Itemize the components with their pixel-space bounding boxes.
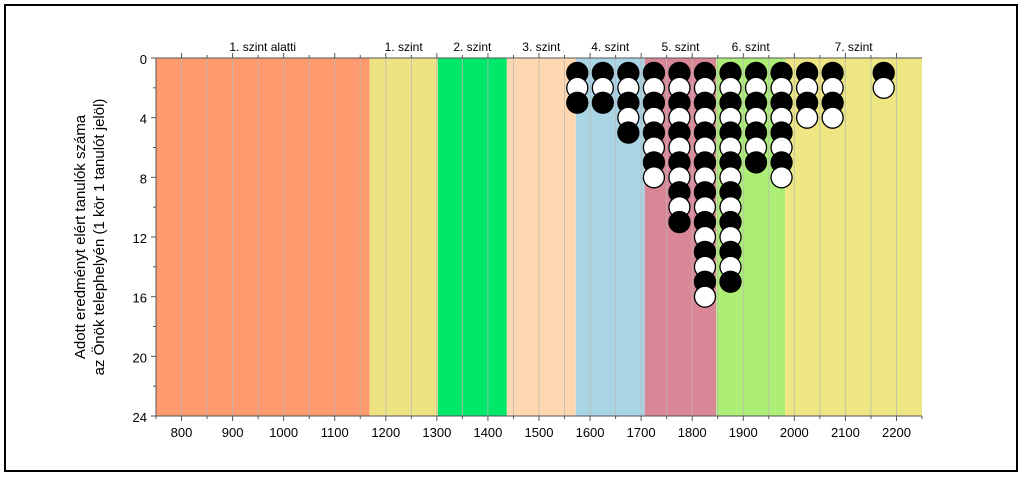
x-tick-label: 900 xyxy=(222,425,244,440)
vertical-gridlines xyxy=(181,58,897,416)
level-label: 7. szint xyxy=(835,40,874,54)
level-label: 1. szint xyxy=(385,40,424,54)
x-tick-label: 1200 xyxy=(371,425,400,440)
student-marker xyxy=(591,91,614,114)
x-tick-label: 1400 xyxy=(473,425,502,440)
x-tick-label: 1600 xyxy=(576,425,605,440)
student-marker xyxy=(642,166,666,189)
student-marker xyxy=(617,121,640,144)
student-marker xyxy=(795,106,819,129)
student-marker xyxy=(693,285,717,308)
x-tick-label: 1700 xyxy=(627,425,656,440)
student-marker xyxy=(770,166,793,189)
y-tick-label: 8 xyxy=(140,171,147,186)
y-tick-label: 16 xyxy=(133,291,147,306)
level-band xyxy=(437,58,507,416)
y-axis-ticks: 0 4 8 12 16 20 24 xyxy=(133,52,156,425)
student-marker xyxy=(872,76,895,99)
student-marker xyxy=(566,91,589,114)
level-label: 3. szint xyxy=(522,40,561,54)
level-band xyxy=(156,58,370,416)
student-marker xyxy=(719,270,742,293)
x-axis-ticks: 800 900 1000 1100 1200 1300 1400 1500 1600 1700 18… xyxy=(155,416,923,440)
y-tick-label: 20 xyxy=(133,350,147,365)
student-distribution-chart: 1. szint alatti 1. szint 2. szint 3. szint 4… xyxy=(72,40,923,440)
x-tick-label: 1500 xyxy=(525,425,554,440)
x-tick-label: 2000 xyxy=(780,425,809,440)
y-axis-title-line-1: Adott eredményt elért tanulók száma xyxy=(72,114,89,359)
level-label: 4. szint xyxy=(591,40,630,54)
student-marker xyxy=(744,151,768,174)
y-tick-label: 0 xyxy=(140,52,147,67)
x-tick-label: 2200 xyxy=(882,425,911,440)
level-label: 5. szint xyxy=(661,40,700,54)
student-marker xyxy=(668,210,691,234)
y-tick-label: 4 xyxy=(140,112,147,127)
level-band xyxy=(369,58,438,416)
y-axis-title-line-2: az Önök telephelyén (1 kör 1 tanulót jel… xyxy=(90,99,108,376)
x-tick-label: 2100 xyxy=(831,425,860,440)
level-labels: 1. szint alatti 1. szint 2. szint 3. szint 4… xyxy=(229,40,873,54)
chart-frame: 1. szint alatti 1. szint 2. szint 3. szint 4… xyxy=(4,4,1018,472)
level-label: 1. szint alatti xyxy=(229,40,296,54)
x-tick-label: 1300 xyxy=(422,425,451,440)
y-tick-label: 12 xyxy=(133,231,147,246)
level-label: 2. szint xyxy=(453,40,492,54)
x-tick-label: 1000 xyxy=(269,425,298,440)
x-tick-label: 1100 xyxy=(321,425,349,440)
level-label: 6. szint xyxy=(732,40,771,54)
x-tick-label: 1800 xyxy=(678,425,707,440)
student-markers xyxy=(566,61,895,308)
x-tick-label: 1900 xyxy=(729,425,758,440)
x-tick-label: 800 xyxy=(171,425,193,440)
level-band xyxy=(506,58,576,416)
student-marker xyxy=(821,106,844,129)
y-tick-label: 24 xyxy=(133,410,147,425)
